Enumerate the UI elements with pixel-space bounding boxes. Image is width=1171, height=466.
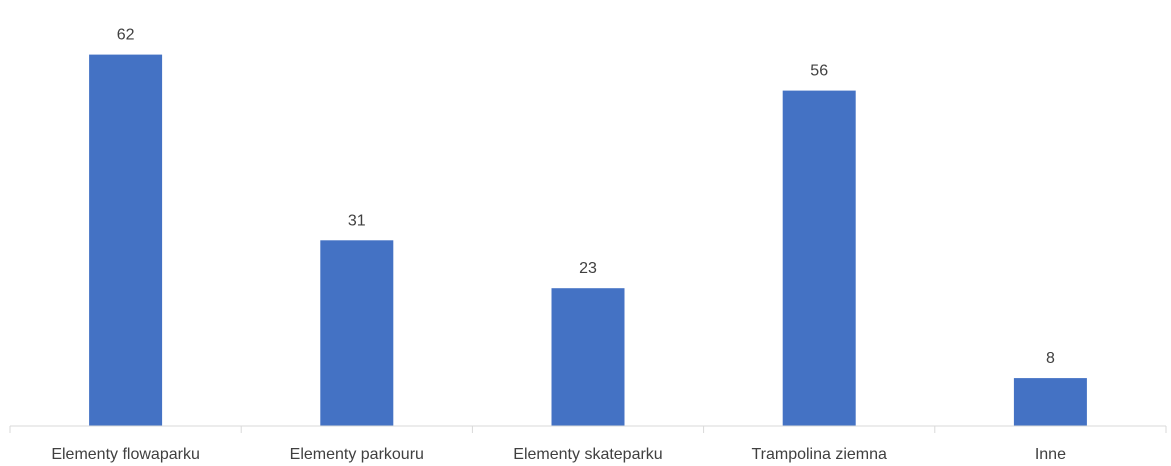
category-label-3: Elementy skateparku	[513, 446, 662, 463]
data-labels-group: 62 31 23 56 8	[117, 27, 1055, 368]
data-label-4: 56	[810, 63, 828, 80]
bar-4	[782, 90, 856, 426]
bar-5	[1013, 378, 1087, 426]
category-label-2: Elementy parkouru	[290, 446, 424, 463]
bar-3	[551, 288, 625, 426]
category-label-1: Elementy flowaparku	[51, 446, 200, 463]
bars-group	[89, 54, 1087, 426]
bar-2	[320, 240, 394, 426]
bar-1	[89, 54, 163, 426]
category-label-5: Inne	[1035, 446, 1066, 463]
data-label-2: 31	[348, 212, 366, 229]
data-label-5: 8	[1046, 350, 1055, 367]
category-label-4: Trampolina ziemna	[751, 446, 887, 463]
x-axis-ticks	[9, 426, 1167, 433]
data-label-3: 23	[579, 260, 597, 277]
x-axis-tick-labels: Elementy flowaparku Elementy parkouru Elem…	[51, 446, 1066, 463]
data-label-1: 62	[117, 27, 135, 44]
